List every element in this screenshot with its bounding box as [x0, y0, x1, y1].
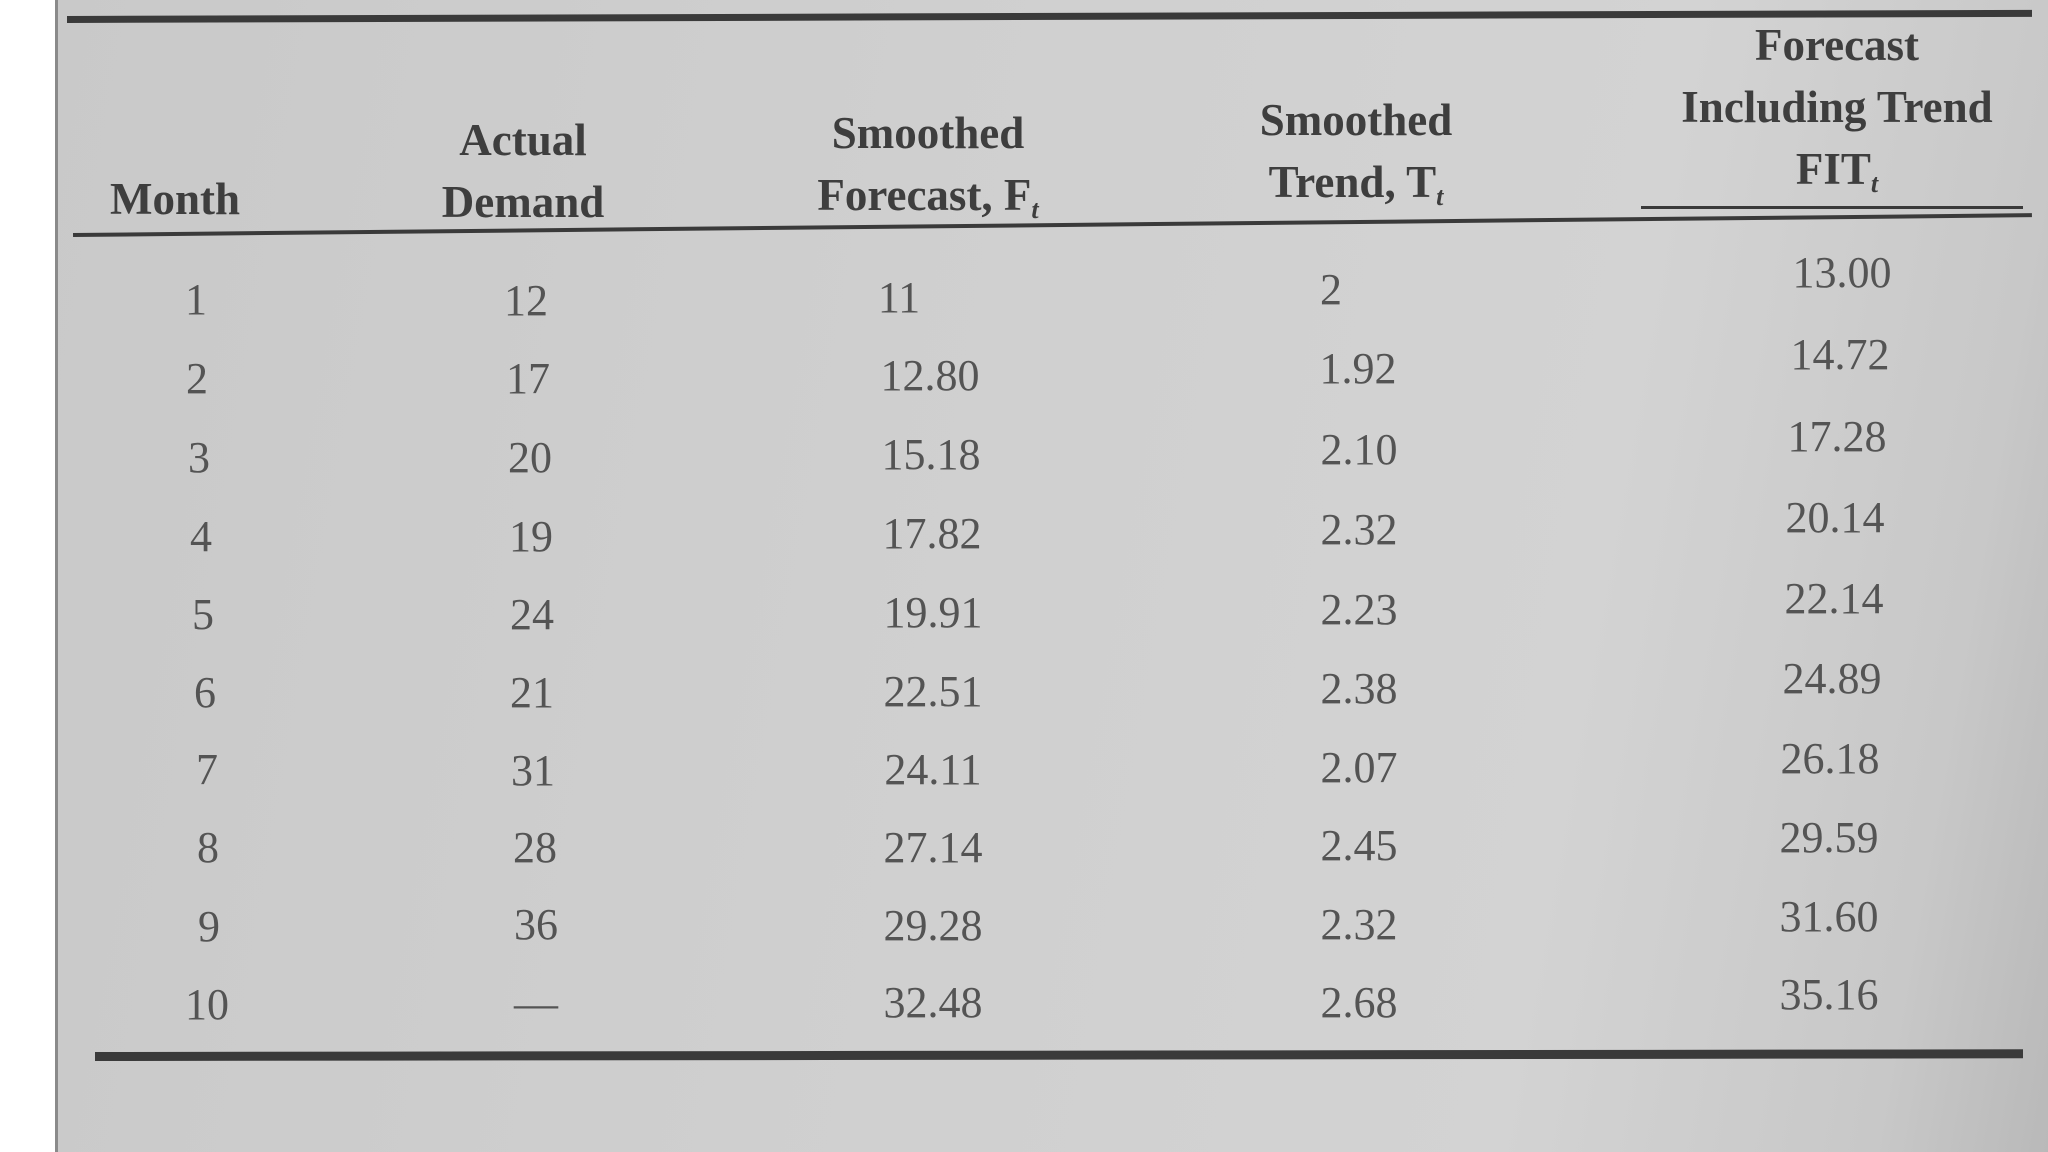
- cell-actual-demand: —: [514, 979, 558, 1028]
- cell-smoothed-trend: 2.38: [1320, 664, 1398, 713]
- cell-month: 2: [186, 354, 208, 403]
- cell-smoothed-forecast: 11: [877, 273, 921, 322]
- cell-smoothed-forecast: 29.28: [883, 901, 983, 950]
- cell-fit: 35.16: [1779, 970, 1879, 1019]
- cell-actual-demand: 36: [514, 900, 558, 949]
- cell-actual-demand: 21: [510, 668, 554, 717]
- header-smoothed-trend: Smoothed Trend, Tt: [1259, 95, 1453, 211]
- cell-smoothed-trend: 2.32: [1320, 505, 1398, 554]
- cell-fit: 14.72: [1790, 330, 1890, 379]
- cell-smoothed-trend: 2.32: [1320, 900, 1398, 949]
- cell-smoothed-trend: 2.10: [1320, 425, 1398, 474]
- cell-fit: 20.14: [1785, 493, 1885, 542]
- cell-smoothed-forecast: 24.11: [884, 745, 982, 794]
- scanned-table-page: Month Actual Demand Smoothed Forecast, F…: [55, 0, 2048, 1152]
- cell-month: 5: [192, 590, 214, 639]
- cell-smoothed-forecast: 17.82: [882, 509, 982, 558]
- cell-smoothed-trend: 2.23: [1320, 585, 1398, 634]
- cell-smoothed-trend: 2.45: [1320, 821, 1398, 870]
- cell-fit: 31.60: [1779, 892, 1879, 941]
- cell-actual-demand: 19: [509, 512, 553, 561]
- header-forecast-including-trend: Forecast Including Trend FITt: [1681, 20, 1993, 198]
- table-bottom-rule: [95, 1049, 2024, 1061]
- cell-smoothed-forecast: 19.91: [883, 588, 983, 637]
- header-month: Month: [109, 174, 241, 224]
- cell-fit: 17.28: [1787, 412, 1887, 461]
- cell-month: 4: [190, 512, 212, 561]
- cell-actual-demand: 17: [506, 354, 550, 403]
- cell-fit: 26.18: [1780, 734, 1880, 783]
- cell-smoothed-trend: 2.07: [1320, 743, 1398, 792]
- cell-month: 8: [197, 823, 219, 872]
- cell-month: 7: [196, 745, 218, 794]
- cell-smoothed-forecast: 12.80: [880, 351, 980, 400]
- fit-header-underline: [1641, 206, 2023, 209]
- cell-actual-demand: 12: [504, 276, 548, 325]
- cell-month: 9: [198, 902, 220, 951]
- cell-smoothed-forecast: 22.51: [883, 667, 983, 716]
- cell-actual-demand: 20: [508, 433, 552, 482]
- cell-month: 10: [185, 980, 229, 1029]
- cell-smoothed-forecast: 27.14: [883, 823, 983, 872]
- cell-month: 3: [188, 433, 210, 482]
- cell-actual-demand: 31: [511, 746, 555, 795]
- header-smoothed-forecast: Smoothed Forecast, Ft: [817, 108, 1039, 224]
- cell-smoothed-forecast: 15.18: [881, 430, 981, 479]
- cell-smoothed-trend: 2: [1320, 265, 1342, 314]
- cell-actual-demand: 28: [513, 823, 557, 872]
- header-actual-demand: Actual Demand: [441, 115, 605, 227]
- cell-fit: 29.59: [1779, 813, 1879, 862]
- cell-fit: 13.00: [1792, 248, 1892, 297]
- cell-month: 6: [194, 668, 216, 717]
- cell-fit: 22.14: [1784, 574, 1884, 623]
- header-rule: [73, 213, 2032, 237]
- cell-smoothed-trend: 2.68: [1320, 978, 1398, 1027]
- cell-smoothed-trend: 1.92: [1319, 344, 1397, 393]
- cell-smoothed-forecast: 32.48: [883, 978, 983, 1027]
- cell-month: 1: [185, 275, 207, 324]
- cell-actual-demand: 24: [510, 590, 554, 639]
- cell-fit: 24.89: [1782, 654, 1882, 703]
